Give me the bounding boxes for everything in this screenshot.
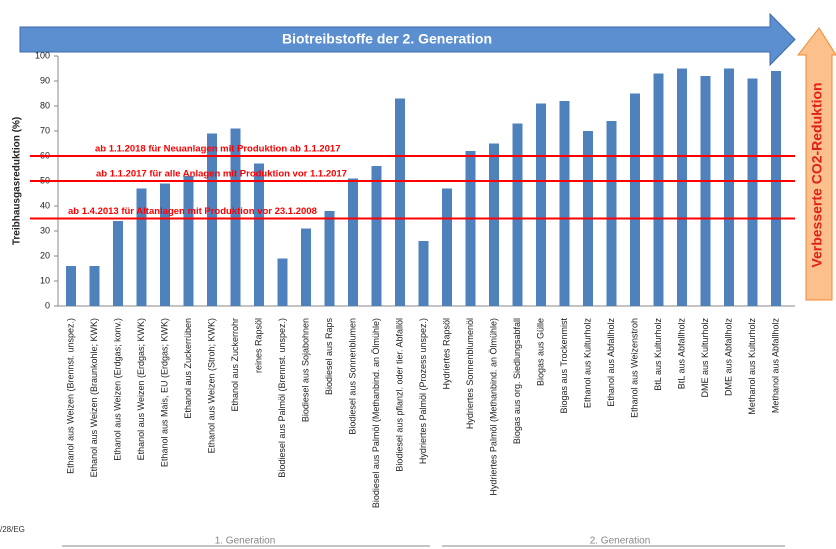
x-tick-label: Ethanol aus Weizen (Erdgas; konv.): [112, 318, 122, 461]
x-tick-label: Methanol aus Kulturholz: [747, 318, 757, 415]
x-tick-label: Biodiesel aus Raps: [324, 318, 334, 396]
x-tick-label: Biogas aus org. Siedlungsabfall: [512, 318, 522, 444]
side-arrow: [796, 27, 836, 301]
bar: [371, 166, 382, 306]
bar: [606, 121, 617, 306]
reference-label: ab 1.4.2013 für Altanlagen mit Produktio…: [68, 206, 317, 217]
x-tick-label: Hydriertes Palmöl (Prozess unspez.): [418, 318, 428, 464]
x-tick-label: Hydriertes Sonnenblumenöl: [465, 318, 475, 429]
x-tick-label: DME aus Abfallholz: [723, 318, 733, 397]
bar: [747, 78, 758, 306]
x-tick-label: Ethanol aus Weizen (Braunkohle; KWK): [89, 318, 99, 477]
bar: [418, 241, 429, 306]
y-tick-label: 10: [40, 275, 50, 285]
bar: [512, 123, 523, 306]
bar: [183, 176, 194, 306]
bar: [700, 76, 711, 306]
y-tick-label: 70: [40, 125, 50, 135]
bar: [301, 228, 311, 306]
x-tick-label: Ethanol aus Weizen (Erdgas; KWK): [136, 318, 146, 460]
group-label: 1. Generation: [215, 536, 276, 547]
x-tick-label: Ethanol aus Weizen (Stroh; KWK): [206, 318, 216, 453]
x-tick-label: BtL aus Kulturholz: [653, 318, 663, 391]
x-tick-label: Biodiesel aus Sonnenblumen: [347, 318, 357, 435]
bar: [230, 128, 241, 306]
bar: [207, 133, 217, 306]
bar: [324, 211, 335, 306]
bar: [254, 163, 264, 306]
x-tick-label: Ethanol aus Abfallholz: [606, 318, 616, 407]
bar: [442, 188, 452, 306]
bar: [348, 178, 358, 306]
bar: [677, 68, 687, 306]
x-tick-label: Biogas aus Trockenmist: [559, 318, 569, 414]
y-tick-label: 80: [40, 100, 50, 110]
header-arrow: [19, 12, 796, 67]
side-label: Verbesserte CO2-Reduktion: [809, 82, 825, 267]
bar: [559, 101, 570, 306]
bar: [395, 98, 405, 306]
group-label: 2. Generation: [590, 536, 651, 547]
x-tick-label: Biodiesel aus Palmöl (Methanbind. an Ölm…: [371, 318, 381, 508]
x-tick-label: Ethanol aus Mais, EU (Erdgas; KWK): [159, 318, 169, 467]
bar: [465, 151, 476, 306]
bar: [113, 221, 123, 306]
x-tick-label: Ethanol aus Kulturholz: [582, 318, 592, 409]
bar: [89, 266, 100, 306]
y-tick-label: 40: [40, 200, 50, 210]
bar: [771, 71, 781, 306]
bar: [536, 103, 546, 306]
y-tick-label: 90: [40, 75, 50, 85]
x-tick-label: Ethanol aus Zuckerrüben: [183, 318, 193, 419]
x-tick-label: reines Rapsöl: [253, 318, 263, 373]
x-tick-label: Biodiesel aus Sojabohnen: [300, 318, 310, 422]
y-tick-label: 30: [40, 225, 50, 235]
bar: [66, 266, 76, 306]
x-tick-label: Ethanol aus Weizenstroh: [629, 318, 639, 418]
y-tick-label: 20: [40, 250, 50, 260]
reference-label: ab 1.1.2017 für alle Anlagen mit Produkt…: [96, 169, 347, 180]
x-tick-label: DME aus Kulturholz: [700, 318, 710, 398]
x-tick-label: Methanol aus Abfallholz: [770, 318, 780, 414]
bar: [630, 93, 640, 306]
bar: [724, 68, 734, 306]
x-tick-label: Hydriertes Palmöl (Methanbind. an Ölmühl…: [488, 318, 498, 496]
header: Biotreibstoffe der 2. Generation: [282, 31, 492, 47]
y-tick-label: 100: [35, 50, 50, 60]
bar: [160, 183, 170, 306]
x-tick-label: Hydriertes Rapsöl: [441, 318, 451, 390]
x-tick-label: Ethanol aus Weizen (Brennst. unspez.): [65, 318, 75, 474]
x-tick-label: Biodiesel aus Palmöl (Brennst. unspez.): [277, 318, 287, 478]
reference-label: ab 1.1.2018 für Neuanlagen mit Produktio…: [95, 144, 341, 155]
x-tick-label: Biodiesel aus pflanzl. oder tier. Abfall…: [394, 318, 404, 472]
bar: [489, 143, 499, 306]
bar: [653, 73, 664, 306]
y-tick-label: 0: [45, 300, 50, 310]
footnote: /28/EG: [0, 525, 25, 534]
y-axis-label: Treibhausgasreduktion (%): [12, 117, 23, 245]
x-tick-label: Biogas aus Gülle: [535, 318, 545, 386]
bar: [136, 188, 147, 306]
x-tick-label: Ethanol aus Zuckerrohr: [230, 318, 240, 412]
bar: [277, 258, 288, 306]
x-tick-label: BtL aus Abfallholz: [676, 318, 686, 390]
